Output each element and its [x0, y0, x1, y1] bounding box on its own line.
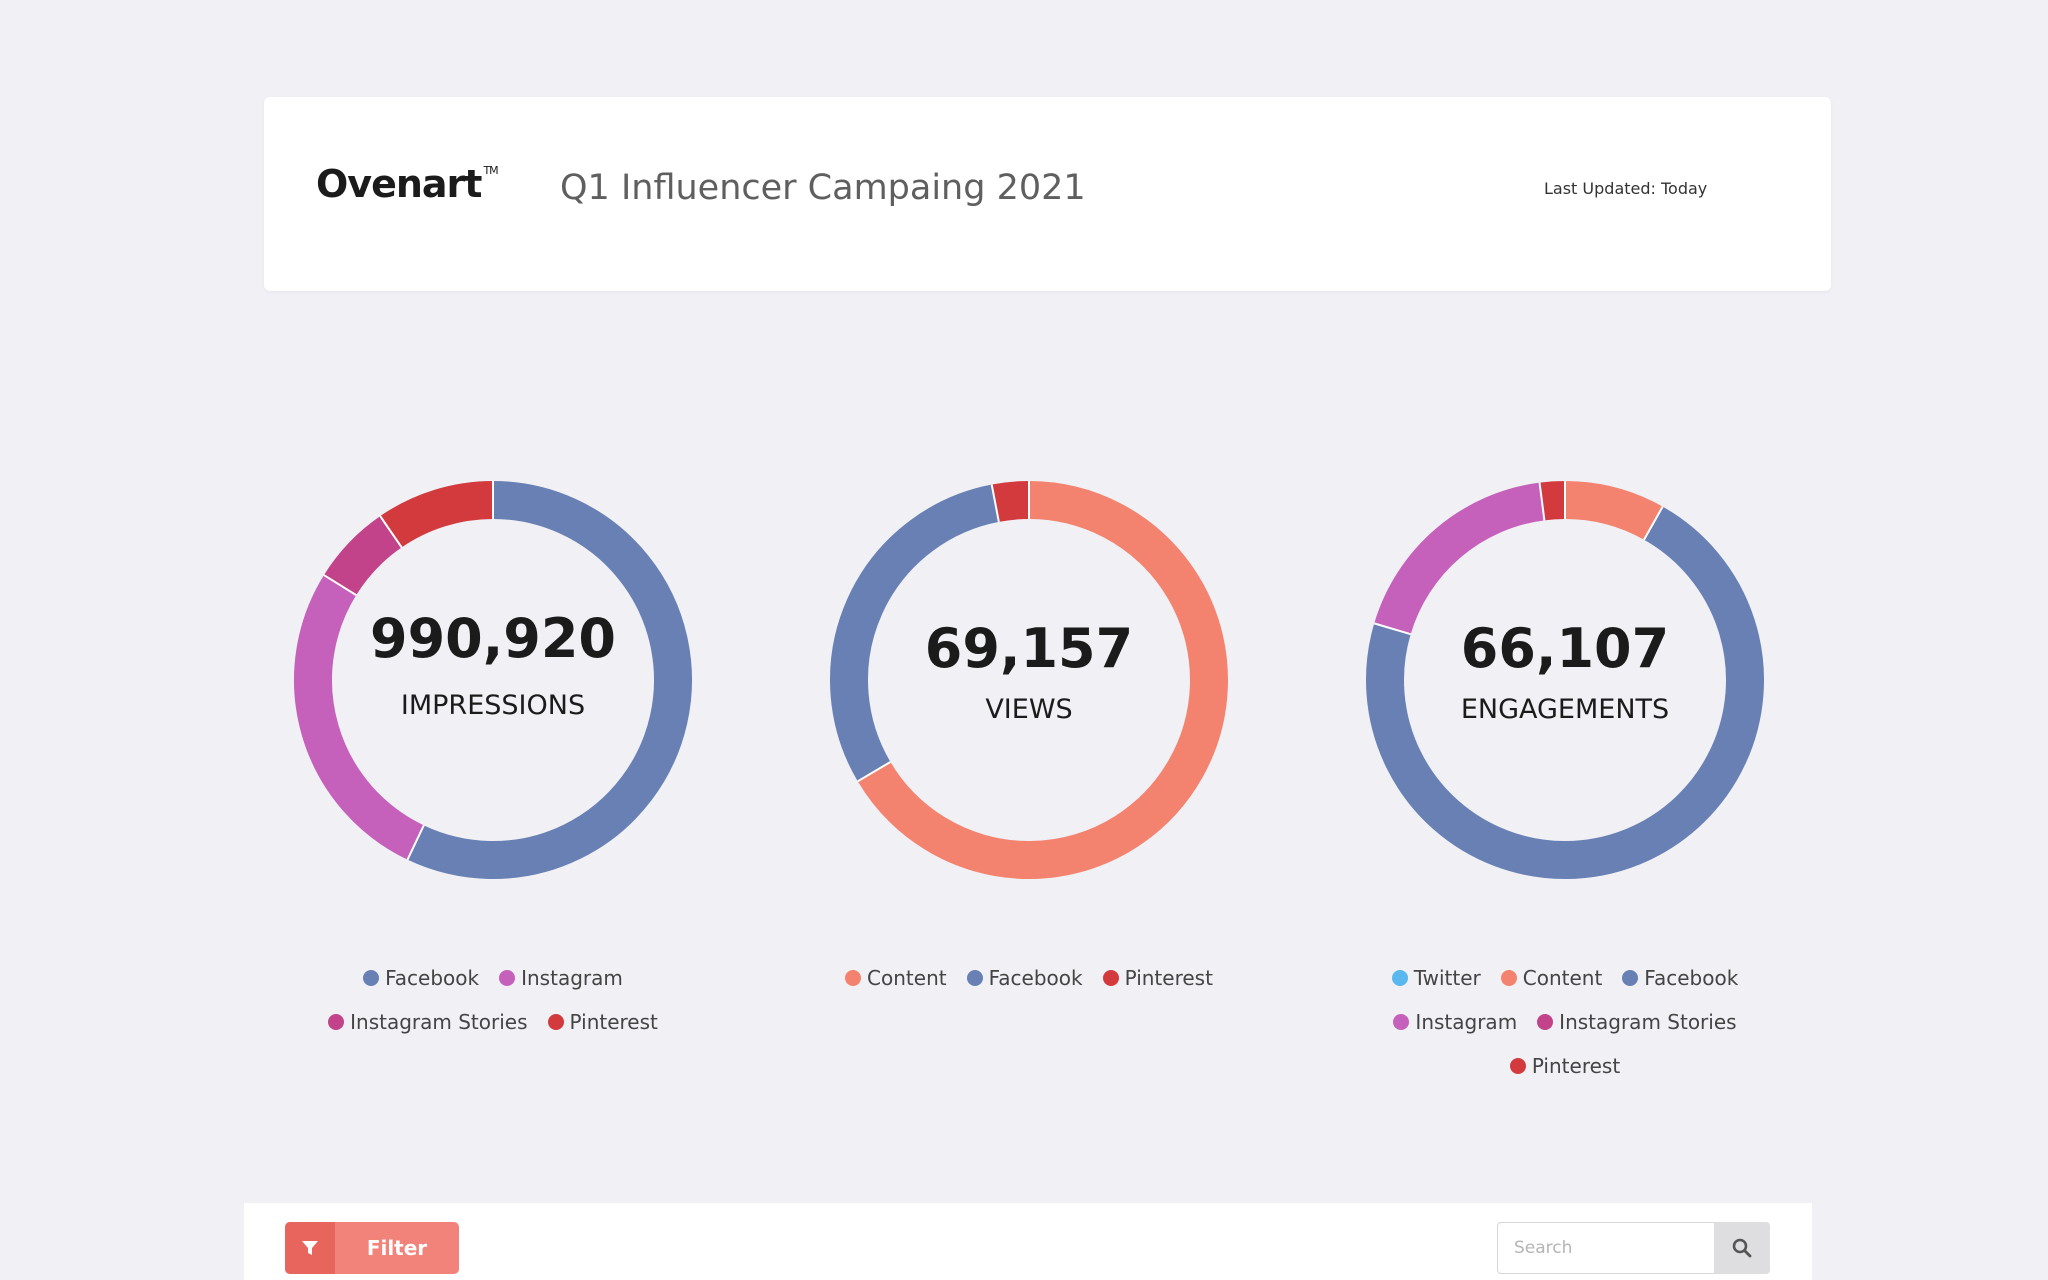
donut-slice-facebook[interactable] — [407, 481, 692, 879]
legend-dot — [1102, 970, 1119, 986]
search-group — [1497, 1222, 1770, 1274]
impressions-chart: 990,920 IMPRESSIONS Facebook Instagram I… — [283, 470, 703, 1034]
search-icon — [1732, 1238, 1752, 1258]
legend-item-facebook[interactable]: Facebook — [1622, 966, 1738, 990]
legend-item-pinterest[interactable]: Pinterest — [1102, 966, 1213, 990]
engagements-donut — [1366, 481, 1764, 879]
donut-slice-facebook[interactable] — [1366, 506, 1764, 879]
legend-label: Instagram Stories — [1559, 1010, 1737, 1034]
legend-label: Pinterest — [569, 1010, 658, 1034]
legend-dot — [1537, 1014, 1554, 1030]
legend-dot — [547, 1014, 564, 1030]
search-button[interactable] — [1714, 1222, 1770, 1274]
legend-label: Pinterest — [1124, 966, 1213, 990]
table-toolbar: Filter — [244, 1203, 1812, 1280]
legend-item-instagram-stories[interactable]: Instagram Stories — [1537, 1010, 1737, 1034]
brand-logo[interactable]: Ovenart TM — [316, 162, 499, 206]
legend-item-pinterest[interactable]: Pinterest — [547, 1010, 658, 1034]
impressions-donut — [294, 481, 692, 879]
donut-slice-instagram[interactable] — [294, 575, 425, 860]
slice-separator — [1643, 506, 1664, 541]
legend-dot — [845, 970, 862, 986]
legend-item-facebook[interactable]: Facebook — [363, 966, 479, 990]
legend-dot — [1622, 970, 1639, 986]
donut-slice-content[interactable] — [857, 481, 1228, 879]
last-updated-text: Last Updated: Today — [1544, 179, 1708, 198]
impressions-legend: Facebook Instagram Instagram Stories Pin… — [263, 966, 723, 1034]
donut-slice-facebook[interactable] — [830, 484, 1000, 782]
engagements-center: 66,107 ENGAGEMENTS — [1355, 617, 1775, 725]
filter-label: Filter — [366, 1236, 428, 1260]
legend-label: Content — [1522, 966, 1603, 990]
legend-item-facebook[interactable]: Facebook — [966, 966, 1083, 990]
slice-separator — [990, 484, 1000, 523]
legend-label: Instagram — [1415, 1010, 1518, 1034]
donut-slice-instagram-stories[interactable] — [323, 516, 403, 596]
slice-separator — [406, 824, 425, 861]
donut-slice-pinterest[interactable] — [991, 481, 1030, 522]
impressions-value: 990,920 — [370, 607, 616, 670]
impressions-label: IMPRESSIONS — [400, 690, 586, 721]
engagements-value: 66,107 — [1460, 617, 1670, 680]
legend-label: Content — [867, 966, 947, 990]
engagements-label: ENGAGEMENTS — [1460, 694, 1670, 725]
donut-slice-content[interactable] — [1564, 481, 1663, 540]
legend-label: Instagram Stories — [350, 1010, 528, 1034]
legend-item-pinterest[interactable]: Pinterest — [1509, 1054, 1621, 1078]
views-chart: 69,157 VIEWS Content Facebook Pinterest — [819, 470, 1239, 990]
legend-item-content[interactable]: Content — [1500, 966, 1603, 990]
legend-item-instagram[interactable]: Instagram — [1393, 1010, 1517, 1034]
slice-separator — [379, 515, 403, 548]
legend-dot — [1393, 1014, 1410, 1030]
donut-slice-instagram[interactable] — [1374, 482, 1545, 635]
engagements-chart: 66,107 ENGAGEMENTS Twitter Content Faceb… — [1355, 470, 1775, 1078]
impressions-center: 990,920 IMPRESSIONS — [283, 607, 703, 721]
slice-separator — [1373, 622, 1411, 636]
search-input[interactable] — [1497, 1222, 1714, 1274]
legend-dot — [499, 970, 516, 986]
filter-button[interactable]: Filter — [285, 1222, 459, 1274]
legend-dot — [1500, 970, 1517, 986]
legend-label: Twitter — [1413, 966, 1481, 990]
legend-dot — [363, 970, 380, 986]
slice-separator — [323, 574, 357, 596]
views-value: 69,157 — [924, 617, 1134, 680]
views-label: VIEWS — [985, 694, 1073, 725]
legend-dot — [1391, 970, 1408, 986]
legend-label: Facebook — [988, 966, 1083, 990]
logo-text: Ovenart — [316, 162, 482, 206]
legend-dot — [328, 1014, 345, 1030]
legend-label: Facebook — [1644, 966, 1739, 990]
slice-separator — [857, 761, 891, 783]
legend-item-content[interactable]: Content — [845, 966, 947, 990]
legend-dot — [1509, 1058, 1526, 1074]
views-center: 69,157 VIEWS — [819, 617, 1239, 725]
legend-label: Facebook — [385, 966, 480, 990]
legend-item-instagram-stories[interactable]: Instagram Stories — [328, 1010, 528, 1034]
engagements-legend: Twitter Content Facebook Instagram Insta… — [1335, 966, 1795, 1078]
header-card: Ovenart TM Q1 Influencer Campaing 2021 La… — [264, 97, 1831, 291]
legend-label: Pinterest — [1531, 1054, 1621, 1078]
donut-slice-pinterest[interactable] — [380, 481, 494, 548]
views-donut — [830, 481, 1228, 879]
views-legend: Content Facebook Pinterest — [799, 966, 1259, 990]
legend-dot — [966, 970, 983, 986]
slice-separator — [1538, 482, 1546, 521]
logo-trademark: TM — [483, 164, 498, 177]
filter-icon — [285, 1222, 335, 1274]
legend-item-instagram[interactable]: Instagram — [499, 966, 623, 990]
legend-item-twitter[interactable]: Twitter — [1391, 966, 1481, 990]
legend-label: Instagram — [521, 966, 623, 990]
page-title: Q1 Influencer Campaing 2021 — [560, 168, 1086, 208]
donut-slice-pinterest[interactable] — [1539, 481, 1566, 521]
